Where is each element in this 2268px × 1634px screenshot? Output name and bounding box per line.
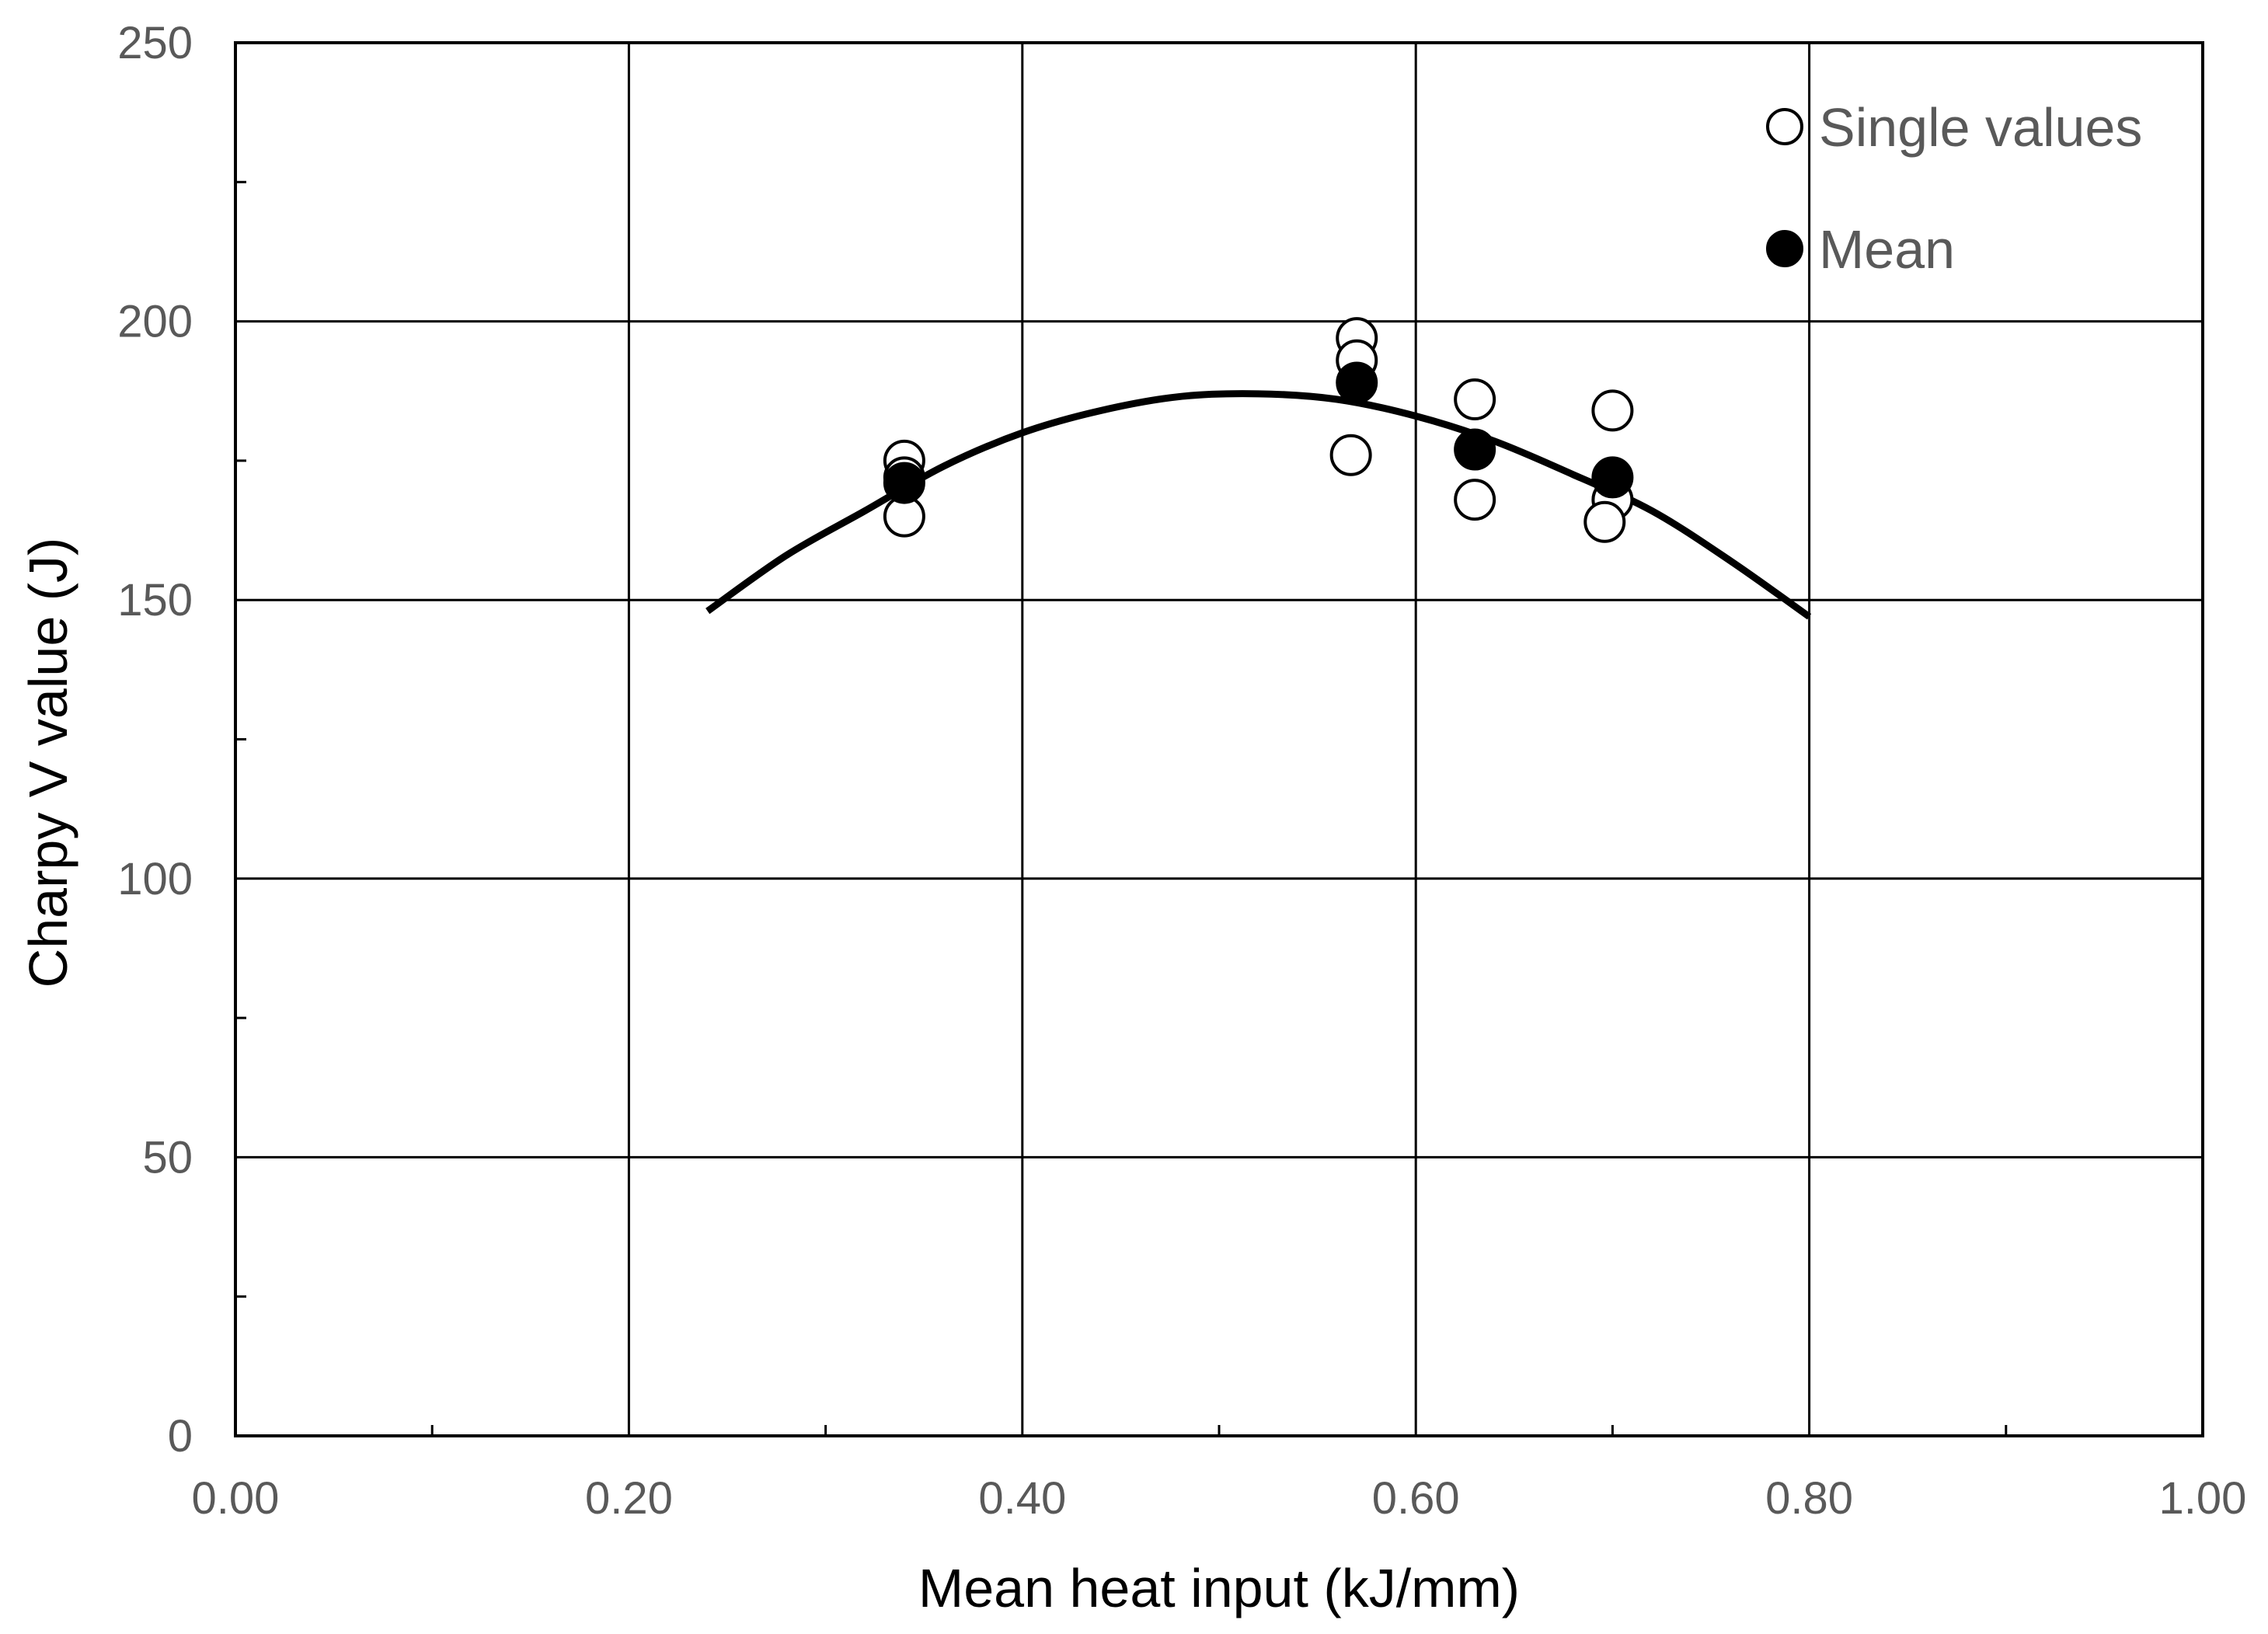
y-tick-label: 150 bbox=[117, 575, 193, 625]
data-series bbox=[883, 317, 1634, 543]
legend: Single values Mean bbox=[1766, 97, 2142, 280]
single-value-point bbox=[1454, 378, 1496, 421]
x-tick-label: 0.80 bbox=[1765, 1473, 1853, 1524]
x-tick-label: 0.40 bbox=[978, 1473, 1066, 1524]
legend-label-mean: Mean bbox=[1819, 219, 1955, 280]
single-value-point bbox=[1583, 500, 1626, 543]
x-tick-label: 1.00 bbox=[2159, 1473, 2247, 1524]
x-axis-title: Mean heat input (kJ/mm) bbox=[918, 1558, 1520, 1618]
single-value-point bbox=[1454, 479, 1496, 521]
y-tick-label: 0 bbox=[168, 1411, 193, 1462]
legend-marker-single-values bbox=[1766, 108, 1803, 145]
mean-point bbox=[1591, 456, 1634, 499]
mean-point bbox=[1454, 428, 1496, 471]
tick-labels: 0.00 0.20 0.40 0.60 0.80 1.00 0 50 100 150 200 250 bbox=[117, 18, 2246, 1524]
x-tick-label: 0.00 bbox=[192, 1473, 280, 1524]
legend-marker-mean bbox=[1766, 230, 1803, 267]
axis-ticks bbox=[235, 180, 2008, 1436]
y-tick-label: 50 bbox=[142, 1132, 193, 1183]
mean-point bbox=[883, 462, 925, 504]
y-tick-label: 100 bbox=[117, 854, 193, 904]
y-tick-label: 200 bbox=[117, 297, 193, 347]
y-tick-label: 250 bbox=[117, 18, 193, 68]
grid bbox=[234, 41, 2204, 1437]
x-tick-label: 0.60 bbox=[1372, 1473, 1460, 1524]
single-value-point bbox=[1591, 389, 1634, 432]
single-value-point bbox=[1329, 434, 1372, 476]
y-axis-title: Charpy V value (J) bbox=[18, 538, 78, 988]
series-mean bbox=[883, 361, 1634, 504]
mean-point bbox=[1336, 361, 1378, 404]
x-tick-label: 0.20 bbox=[585, 1473, 673, 1524]
legend-label-single-values: Single values bbox=[1819, 97, 2142, 158]
